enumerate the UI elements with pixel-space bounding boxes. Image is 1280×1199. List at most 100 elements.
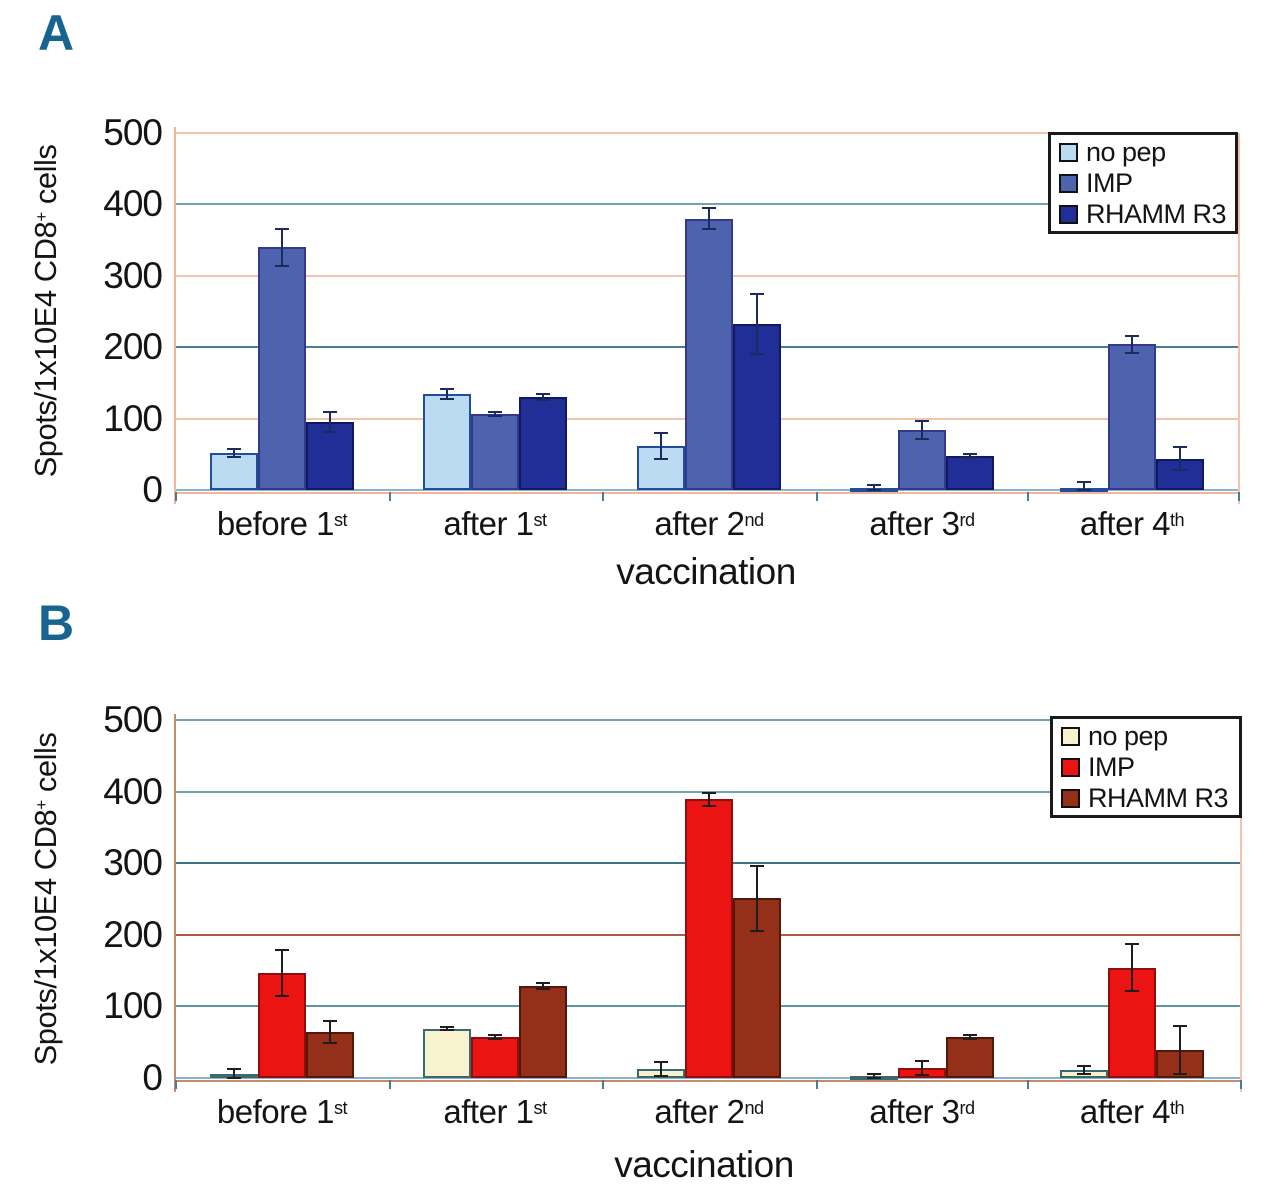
y-tick-label-b-200: 200: [103, 913, 163, 955]
error-cap-top-a-rhamm-r3-4: [963, 452, 977, 455]
legend-swatch-b-rhamm-r3: [1061, 788, 1080, 808]
bar-a-rhamm-r3-2: [519, 397, 567, 490]
error-bar-b-imp-3: [708, 793, 710, 806]
legend-swatch-a-no-pep: [1059, 142, 1078, 162]
x-tick-label-text: after 3: [869, 1093, 960, 1130]
error-cap-bottom-b-rhamm-r3-4: [963, 1038, 977, 1041]
error-bar-b-imp-2: [494, 1035, 496, 1040]
x-tick-label-ordinal: rd: [959, 1097, 975, 1118]
error-cap-bottom-b-rhamm-r3-2: [536, 987, 550, 990]
bar-a-imp-4: [898, 430, 946, 490]
error-cap-top-b-rhamm-r3-2: [536, 981, 550, 984]
bar-a-imp-2: [471, 414, 519, 490]
error-cap-bottom-b-no-pep-5: [1077, 1073, 1091, 1076]
error-cap-top-b-rhamm-r3-4: [963, 1034, 977, 1037]
y-tick-label-a-200: 200: [103, 326, 163, 368]
x-axis-tick-b-1: [388, 1080, 391, 1089]
error-cap-top-a-rhamm-r3-2: [536, 393, 550, 396]
y-tick-label-a-0: 0: [142, 469, 163, 510]
x-axis-tick-a-0: [175, 492, 177, 501]
panel-b-letter: B: [38, 595, 75, 651]
error-bar-b-imp-5: [1131, 944, 1133, 992]
legend-swatch-b-imp: [1061, 757, 1080, 777]
x-axis-tick-a-1: [388, 492, 391, 501]
axis-underline-b: [175, 1080, 1240, 1082]
error-cap-bottom-a-no-pep-3: [654, 457, 668, 460]
y-tick-label-b-500: 500: [103, 699, 163, 740]
x-tick-label-ordinal: st: [333, 509, 348, 530]
error-cap-top-a-rhamm-r3-5: [1173, 446, 1187, 449]
x-tick-label-a-1: before 1st: [217, 505, 348, 543]
error-cap-top-a-no-pep-5: [1077, 481, 1091, 484]
error-cap-bottom-a-rhamm-r3-5: [1173, 469, 1187, 471]
gridline-a-500: [175, 132, 1238, 134]
bar-b-no-pep-2: [423, 1028, 471, 1078]
error-cap-top-a-no-pep-4: [867, 484, 881, 486]
error-bar-a-imp-4: [921, 421, 923, 439]
error-cap-top-b-imp-2: [488, 1034, 502, 1037]
panel-a-letter: A: [38, 5, 75, 61]
error-cap-top-b-rhamm-r3-3: [750, 865, 764, 868]
x-tick-label-b-1: before 1st: [217, 1093, 348, 1131]
error-bar-a-no-pep-1: [233, 448, 235, 458]
legend-label-b-imp: IMP: [1088, 751, 1135, 782]
error-bar-b-no-pep-3: [660, 1061, 662, 1076]
legend-item-a-rhamm-r3: RHAMM R3: [1059, 198, 1227, 229]
legend-item-b-rhamm-r3: RHAMM R3: [1061, 784, 1231, 812]
legend-item-b-imp: IMP: [1061, 751, 1231, 782]
legend-label-a-imp: IMP: [1086, 167, 1133, 198]
error-bar-b-rhamm-r3-5: [1179, 1026, 1181, 1074]
gridline-a-0: [175, 489, 1238, 491]
error-bar-a-imp-5: [1131, 335, 1133, 353]
error-cap-bottom-a-no-pep-4: [867, 489, 881, 491]
error-cap-top-b-imp-3: [702, 792, 716, 795]
x-tick-label-a-5: after 4th: [1080, 505, 1185, 543]
error-bar-b-no-pep-2: [446, 1027, 448, 1031]
error-bar-a-imp-2: [494, 412, 496, 417]
error-cap-bottom-b-imp-3: [702, 804, 716, 807]
error-cap-top-a-no-pep-2: [440, 388, 454, 391]
x-axis-tick-b-3: [815, 1080, 818, 1089]
error-cap-bottom-b-imp-2: [488, 1038, 502, 1041]
error-bar-b-rhamm-r3-3: [756, 866, 758, 931]
y-axis-line-b: [174, 714, 176, 1092]
y-tick-label-b-300: 300: [103, 842, 163, 884]
error-bar-a-no-pep-2: [446, 389, 448, 400]
error-bar-b-rhamm-r3-2: [542, 982, 544, 989]
error-bar-b-no-pep-5: [1083, 1065, 1085, 1075]
error-cap-bottom-a-imp-2: [488, 415, 502, 418]
legend-item-a-no-pep: no pep: [1059, 138, 1227, 166]
legend-label-a-rhamm-r3: RHAMM R3: [1086, 198, 1227, 229]
error-bar-a-rhamm-r3-4: [969, 453, 971, 458]
legend-a: no pep IMP RHAMM R3: [1048, 132, 1238, 234]
bar-b-imp-2: [471, 1037, 519, 1078]
legend-swatch-b-no-pep: [1061, 726, 1080, 746]
gridline-b-400: [175, 790, 1240, 793]
legend-swatch-a-rhamm-r3: [1059, 204, 1078, 224]
error-cap-bottom-a-rhamm-r3-3: [750, 352, 764, 355]
x-axis-tick-b-0: [175, 1080, 177, 1089]
legend-swatch-a-imp: [1059, 173, 1078, 193]
error-cap-top-a-imp-5: [1125, 334, 1139, 337]
x-tick-label-ordinal: th: [1169, 509, 1185, 530]
error-bar-a-imp-3: [708, 207, 710, 230]
y-axis-title-a-sup: +: [32, 212, 52, 222]
error-cap-bottom-b-no-pep-1: [227, 1077, 241, 1079]
y-tick-label-a-300: 300: [103, 254, 163, 296]
error-bar-b-imp-4: [921, 1060, 923, 1076]
x-tick-label-text: after 1: [443, 505, 534, 542]
bar-a-rhamm-r3-4: [946, 455, 994, 490]
x-tick-label-text: after 3: [869, 505, 960, 542]
error-cap-top-a-no-pep-3: [654, 431, 668, 434]
gridline-a-400: [175, 203, 1238, 206]
bar-b-rhamm-r3-2: [519, 985, 567, 1078]
error-bar-a-rhamm-r3-5: [1179, 447, 1181, 470]
error-bar-b-rhamm-r3-4: [969, 1035, 971, 1040]
error-cap-bottom-a-rhamm-r3-4: [963, 456, 977, 459]
error-cap-bottom-a-imp-5: [1125, 351, 1139, 354]
error-cap-bottom-b-rhamm-r3-1: [323, 1041, 337, 1044]
error-cap-bottom-a-no-pep-1: [227, 456, 241, 459]
error-cap-top-a-imp-1: [275, 227, 289, 230]
y-tick-label-a-100: 100: [103, 397, 163, 439]
x-tick-label-ordinal: st: [533, 509, 547, 530]
